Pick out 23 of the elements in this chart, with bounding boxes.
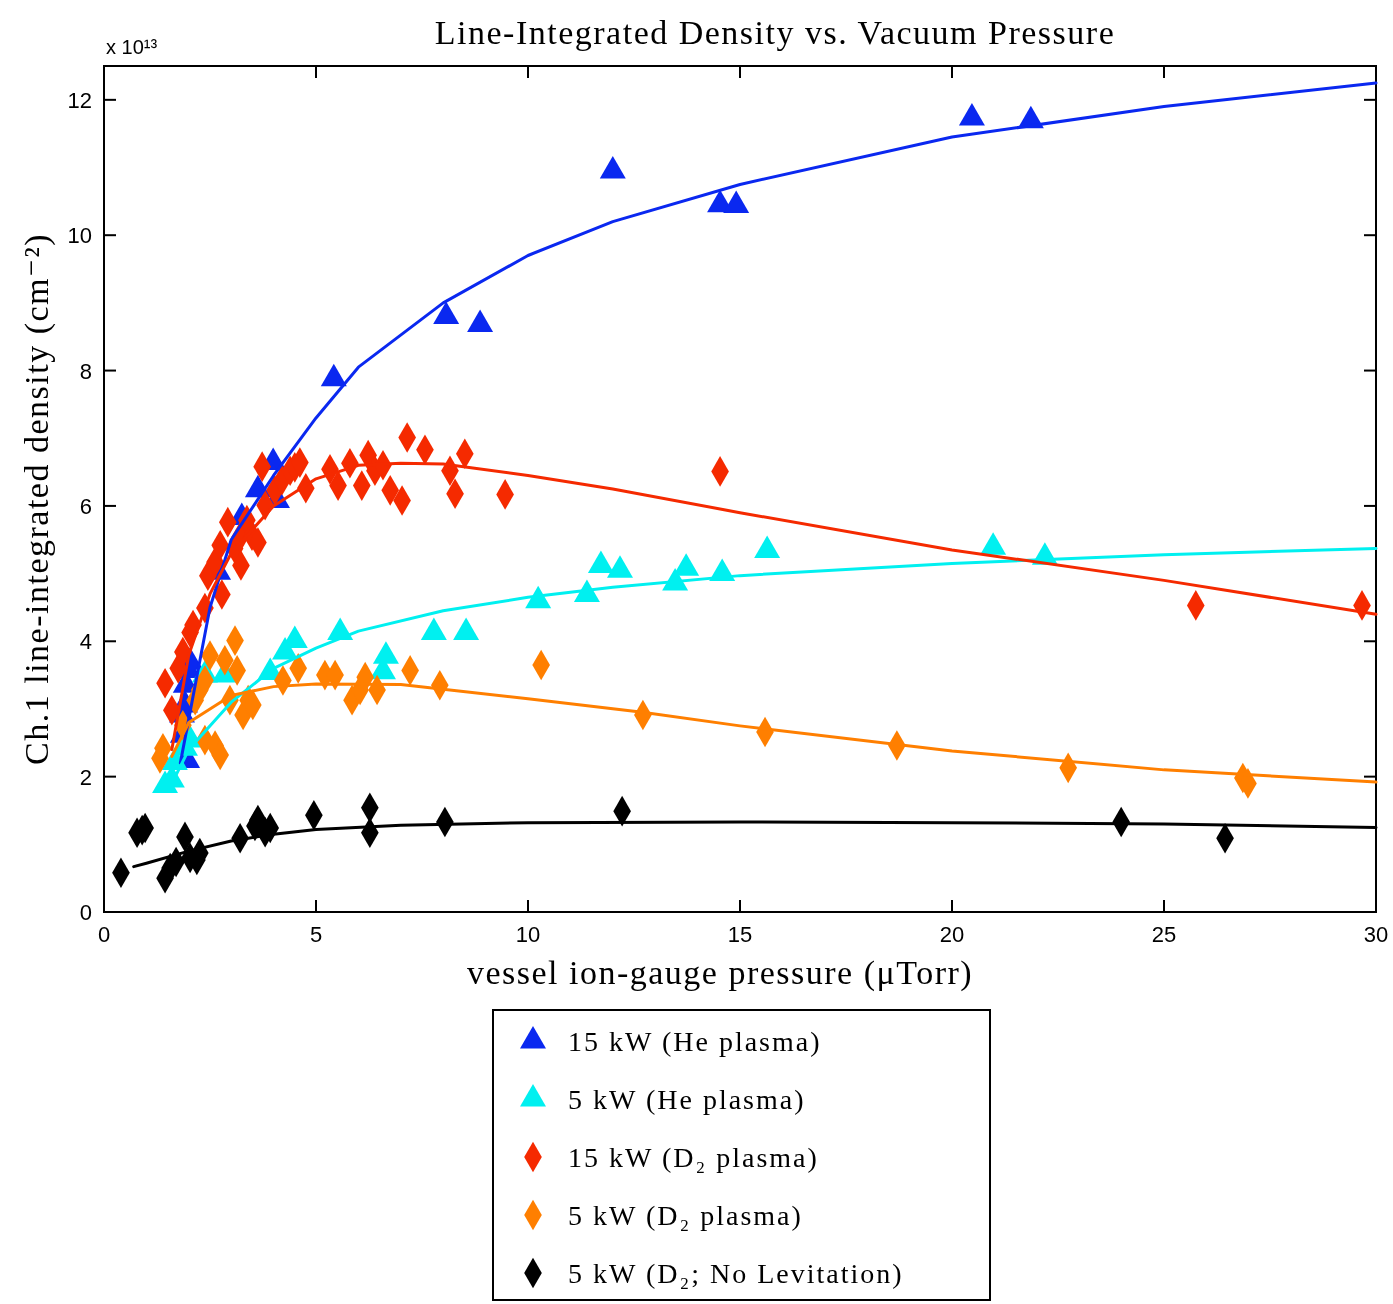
y-tick-label: 12 <box>67 87 92 113</box>
y-tick-label: 6 <box>79 493 92 519</box>
y-axis-title: Ch.1 line-integrated density (cm⁻²) <box>18 233 56 765</box>
x-axis-title: vessel ion-gauge pressure (μTorr) <box>466 954 974 992</box>
chart-title: Line-Integrated Density vs. Vacuum Pressure <box>434 14 1116 51</box>
y-tick-label: 4 <box>79 629 92 655</box>
y-tick-label: 0 <box>79 900 92 925</box>
x-tick-label: 20 <box>939 922 965 947</box>
text: x 10¹³ <box>106 36 158 58</box>
y-tick-label: 8 <box>79 358 92 384</box>
x-tick-label: 25 <box>1151 922 1177 947</box>
x-tick-label: 0 <box>97 922 111 947</box>
x-tick-label: 5 <box>309 922 323 947</box>
legend-label: 5 kW (He plasma) <box>568 1084 806 1115</box>
legend-label: 15 kW (D₂ plasma) <box>568 1142 819 1173</box>
legend-label: 5 kW (D₂ plasma) <box>568 1200 803 1231</box>
legend-label: 15 kW (He plasma) <box>568 1026 822 1057</box>
y-tick-label: 2 <box>79 764 92 790</box>
x-tick-label: 15 <box>727 922 753 947</box>
legend-label: 5 kW (D₂; No Levitation) <box>568 1258 904 1289</box>
y-tick-label: 10 <box>67 223 92 249</box>
x-tick-label: 30 <box>1363 922 1389 947</box>
x-tick-label: 10 <box>515 922 541 947</box>
